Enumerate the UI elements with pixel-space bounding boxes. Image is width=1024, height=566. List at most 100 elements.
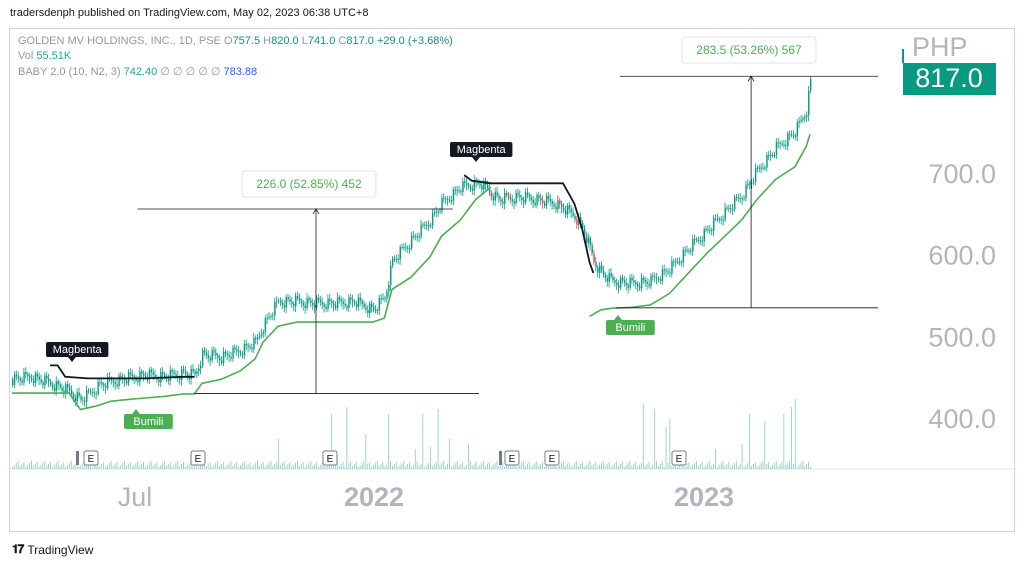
volume-bar [118, 467, 120, 469]
volume-bar [32, 466, 34, 469]
volume-bar [756, 467, 758, 469]
earnings-marker-icon [544, 450, 560, 466]
candle-body [67, 384, 69, 388]
candle-body [646, 281, 648, 285]
candle-body [650, 275, 652, 287]
volume-bar [69, 463, 70, 469]
candle-body [255, 337, 257, 340]
volume-bar [485, 466, 486, 469]
volume-bar [412, 465, 414, 469]
candle-body [327, 298, 329, 310]
candle-body [498, 195, 500, 200]
volume-bar [86, 466, 87, 469]
volume-bar [511, 466, 513, 469]
candle-body [308, 297, 310, 301]
candle-body [342, 301, 344, 304]
time-tick-label: 2023 [674, 482, 734, 512]
volume-bar [800, 463, 802, 469]
volume-bar [259, 466, 260, 469]
volume-bar [67, 465, 68, 469]
volume-bar [371, 467, 372, 469]
indicator-value-2: 783.88 [223, 66, 258, 78]
volume-bar [344, 467, 346, 469]
candle-body [530, 197, 533, 200]
candle-body [243, 344, 246, 356]
volume-bar [572, 465, 574, 469]
volume-bar [506, 465, 507, 469]
candle-body [773, 154, 776, 156]
volume-bar [789, 461, 790, 469]
volume-bar [253, 465, 255, 469]
candle-body [295, 295, 297, 307]
volume-bar [165, 466, 167, 469]
candle-body [635, 282, 637, 285]
volume-bar [331, 414, 333, 469]
volume-bar [346, 407, 348, 469]
price-chart[interactable]: 226.0 (52.85%) 452 283.5 (53.26%) 567 Magb… [10, 29, 1016, 533]
candle-body [397, 259, 400, 261]
candle-body [129, 372, 132, 375]
volume-bar [230, 461, 232, 469]
candle-body [264, 318, 267, 332]
volume-bar [411, 467, 412, 469]
candle-body [536, 195, 538, 206]
volume-bar [523, 461, 524, 469]
candle-body [27, 374, 29, 377]
volume-bar [783, 414, 785, 469]
volume-bar [557, 467, 559, 469]
volume-value: 55.51K [36, 50, 72, 62]
candle-body [190, 368, 192, 379]
volume-bar [739, 464, 741, 469]
candle-body [469, 186, 472, 189]
candle-body [399, 246, 401, 260]
candle-body [378, 297, 381, 311]
candle-body [770, 154, 772, 156]
time-tick-label: Jul [118, 482, 153, 512]
trail-line-green [12, 186, 492, 411]
candle-body [46, 375, 48, 379]
candle-body [582, 222, 584, 229]
candle-body [412, 235, 415, 237]
candle-body [583, 228, 586, 236]
volume-bar [114, 464, 116, 469]
candle-body [785, 145, 787, 147]
candle-body [652, 275, 654, 277]
volume-bar [614, 463, 616, 469]
candle-body [215, 352, 217, 356]
volume-bar [787, 463, 789, 469]
chart-frame[interactable]: 226.0 (52.85%) 452 283.5 (53.26%) 567 Magb… [9, 28, 1016, 533]
volume-bar [561, 463, 562, 469]
volume-bar [97, 461, 99, 469]
candle-body [164, 374, 166, 377]
candle-body [734, 197, 736, 210]
earnings-marker-icon [190, 450, 206, 466]
volume-bar [274, 464, 276, 469]
volume-bar [422, 414, 424, 469]
candle-body [756, 167, 759, 169]
candle-body [298, 298, 301, 301]
candle-body [437, 211, 439, 213]
open-label: O [224, 35, 233, 47]
volume-bar [437, 409, 439, 469]
volume-bar [70, 461, 72, 469]
candle-body [411, 235, 413, 249]
candle-body [551, 201, 553, 204]
volume-bar [481, 463, 483, 469]
candle-body [281, 302, 284, 306]
candle-body [502, 201, 504, 204]
candle-body [718, 218, 721, 220]
volume-bar [680, 463, 682, 469]
candle-body [460, 191, 462, 193]
candle-body [661, 269, 664, 281]
volume-bar [658, 466, 659, 469]
volume-bar [205, 466, 207, 469]
candle-body [595, 261, 597, 268]
candle-body [726, 207, 728, 209]
candle-body [323, 304, 325, 307]
volume-bar [585, 465, 587, 469]
candle-body [802, 118, 804, 120]
candle-body [631, 277, 633, 281]
candle-body [443, 197, 445, 199]
candle-body [390, 265, 392, 285]
